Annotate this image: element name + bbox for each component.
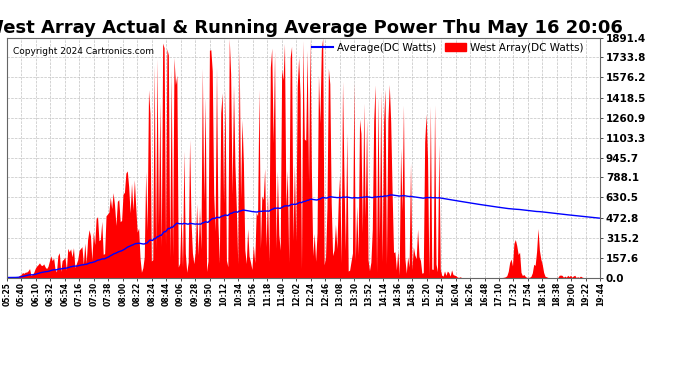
Text: Copyright 2024 Cartronics.com: Copyright 2024 Cartronics.com	[13, 47, 154, 56]
Legend: Average(DC Watts), West Array(DC Watts): Average(DC Watts), West Array(DC Watts)	[308, 39, 587, 57]
Title: West Array Actual & Running Average Power Thu May 16 20:06: West Array Actual & Running Average Powe…	[0, 20, 623, 38]
